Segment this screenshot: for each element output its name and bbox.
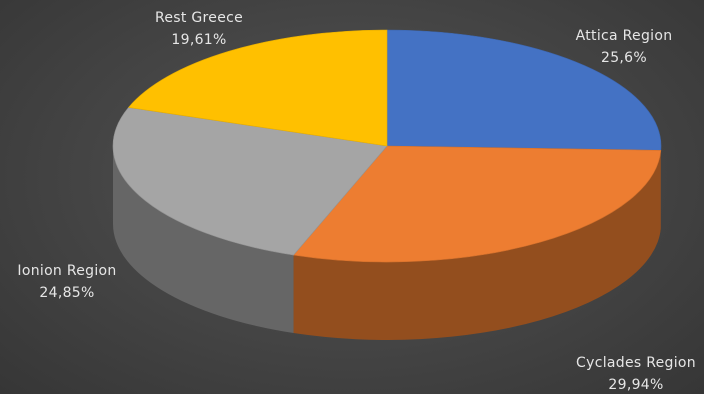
percent-label: 19,61% <box>171 32 226 48</box>
data-label-cyclades-region: Cyclades Region 29,94% <box>576 355 696 393</box>
percent-label: 25,6% <box>601 50 647 66</box>
slice-ionion-region[interactable] <box>112 107 388 256</box>
category-label: Rest Greece <box>155 10 243 26</box>
percent-label: 24,85% <box>39 285 94 301</box>
data-label-rest-greece: Rest Greece 19,61% <box>155 10 243 48</box>
slice-side-cyclades-region <box>293 150 661 340</box>
slice-cyclades-region[interactable] <box>292 145 662 263</box>
percent-label: 29,94% <box>608 377 663 393</box>
category-label: Ionion Region <box>17 263 116 279</box>
category-label: Attica Region <box>576 28 673 44</box>
data-label-ionion-region: Ionion Region 24,85% <box>17 263 116 301</box>
slice-attica-region[interactable] <box>386 29 662 151</box>
category-label: Cyclades Region <box>576 355 696 371</box>
data-label-attica-region: Attica Region 25,6% <box>576 28 673 66</box>
slice-rest-greece[interactable] <box>127 29 388 147</box>
slice-side-ionion-region <box>113 146 294 334</box>
